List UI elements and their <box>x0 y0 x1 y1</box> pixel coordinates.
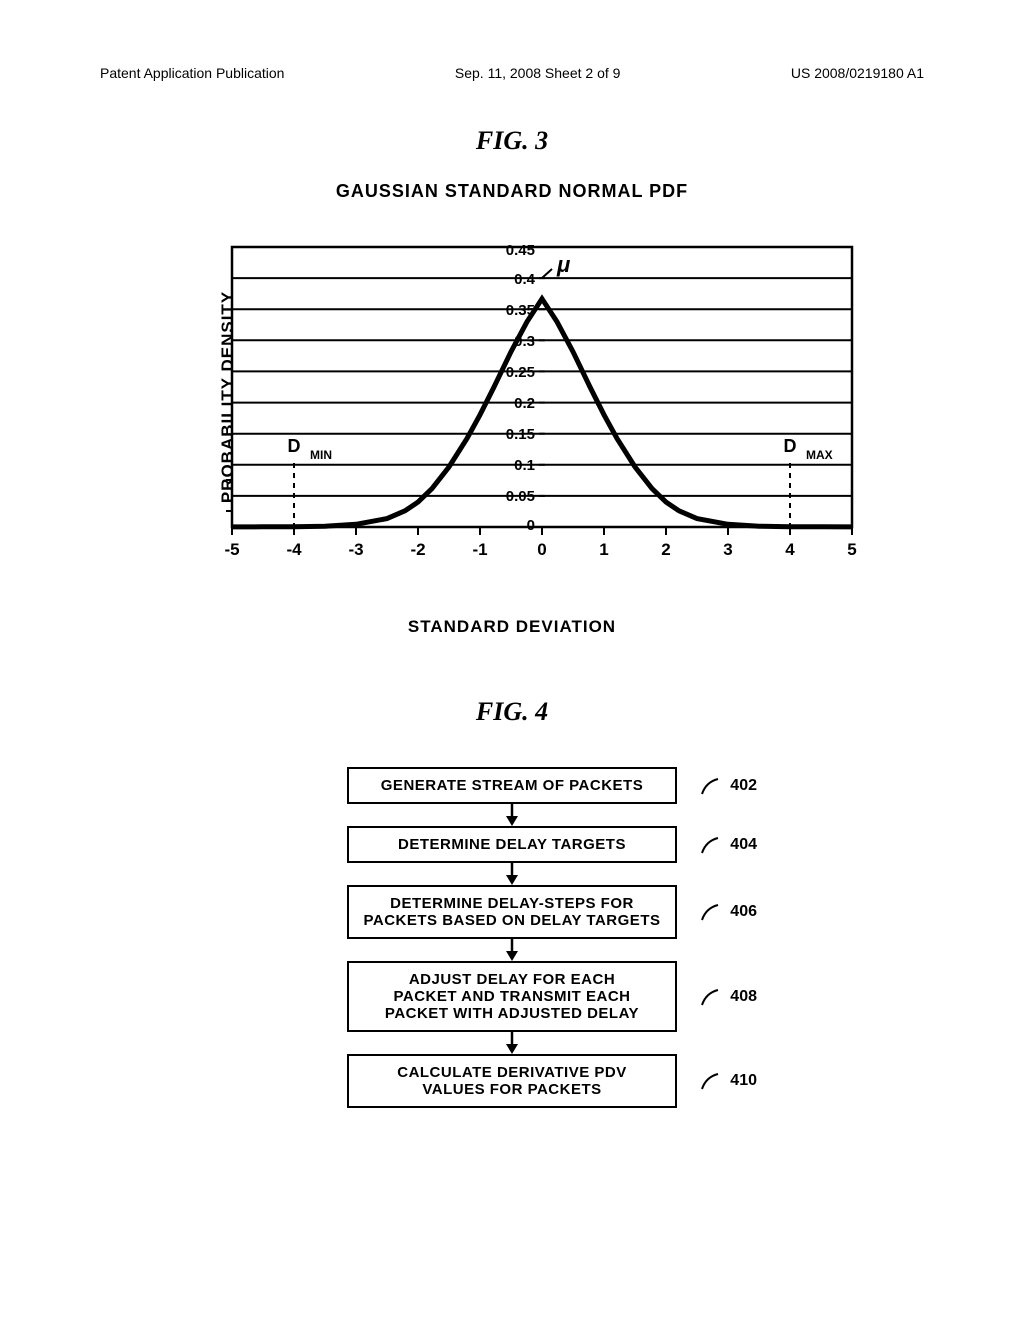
flow-arrow <box>332 804 692 826</box>
svg-text:0.05: 0.05 <box>506 488 535 505</box>
header-left: Patent Application Publication <box>100 65 284 81</box>
svg-text:-4: -4 <box>286 540 302 559</box>
svg-text:1: 1 <box>599 540 608 559</box>
ref-406: 406 <box>730 903 757 921</box>
ref-curve-icon <box>700 776 720 796</box>
svg-text:0: 0 <box>527 517 535 534</box>
svg-text:5: 5 <box>847 540 856 559</box>
svg-text:D: D <box>784 436 797 456</box>
chart-svg: 0.45 0.4 0.35 0.3 0.25 0.2 0.15 0.1 0.05… <box>132 227 892 567</box>
gaussian-chart: PROBABILITY DENSITY 0.45 0.4 0.35 0.3 <box>132 227 892 567</box>
flow-row-2: DETERMINE DELAY TARGETS 404 <box>332 826 692 863</box>
svg-text:D: D <box>288 436 301 456</box>
page-header: Patent Application Publication Sep. 11, … <box>0 0 1024 91</box>
flow-arrow <box>332 939 692 961</box>
flow-step-408: ADJUST DELAY FOR EACH PACKET AND TRANSMI… <box>347 961 677 1032</box>
svg-text:MAX: MAX <box>806 448 833 462</box>
svg-text:MIN: MIN <box>310 448 332 462</box>
flow-row-5: CALCULATE DERIVATIVE PDV VALUES FOR PACK… <box>332 1054 692 1108</box>
svg-text:-5: -5 <box>224 540 239 559</box>
svg-text:4: 4 <box>785 540 795 559</box>
flow-row-4: ADJUST DELAY FOR EACH PACKET AND TRANSMI… <box>332 961 692 1032</box>
svg-text:0.45: 0.45 <box>506 242 535 259</box>
flowchart: GENERATE STREAM OF PACKETS 402 DETERMINE… <box>332 767 692 1108</box>
flow-row-1: GENERATE STREAM OF PACKETS 402 <box>332 767 692 804</box>
flow-step-404-text: DETERMINE DELAY TARGETS <box>398 836 626 853</box>
fig4-title: FIG. 4 <box>0 697 1024 727</box>
ref-410: 410 <box>730 1072 757 1090</box>
svg-text:0: 0 <box>537 540 546 559</box>
svg-text:-3: -3 <box>348 540 363 559</box>
flow-step-406: DETERMINE DELAY-STEPS FOR PACKETS BASED … <box>347 885 677 939</box>
ref-curve-icon <box>700 835 720 855</box>
flow-step-402: GENERATE STREAM OF PACKETS <box>347 767 677 804</box>
ref-curve-icon <box>700 987 720 1007</box>
ref-curve-icon <box>700 1071 720 1091</box>
svg-text:0.4: 0.4 <box>514 271 536 288</box>
ref-408: 408 <box>730 988 757 1006</box>
y-axis-label: PROBABILITY DENSITY <box>218 291 238 503</box>
svg-text:0.25: 0.25 <box>506 364 535 381</box>
flow-arrow <box>332 1032 692 1054</box>
svg-text:2: 2 <box>661 540 670 559</box>
flow-step-410-text: CALCULATE DERIVATIVE PDV VALUES FOR PACK… <box>397 1064 627 1098</box>
svg-text:-1: -1 <box>472 540 487 559</box>
flow-row-3: DETERMINE DELAY-STEPS FOR PACKETS BASED … <box>332 885 692 939</box>
header-center: Sep. 11, 2008 Sheet 2 of 9 <box>455 65 621 81</box>
ref-curve-icon <box>700 902 720 922</box>
svg-text:3: 3 <box>723 540 732 559</box>
fig3-title: FIG. 3 <box>0 126 1024 156</box>
fig3-subtitle: GAUSSIAN STANDARD NORMAL PDF <box>0 181 1024 202</box>
svg-text:0.1: 0.1 <box>514 457 535 474</box>
svg-text:0.15: 0.15 <box>506 426 535 443</box>
figure-4: FIG. 4 GENERATE STREAM OF PACKETS 402 DE… <box>0 697 1024 1108</box>
flow-arrow <box>332 863 692 885</box>
ref-402: 402 <box>730 777 757 795</box>
svg-text:0.2: 0.2 <box>514 395 535 412</box>
x-axis-label: STANDARD DEVIATION <box>0 617 1024 637</box>
flow-step-408-text: ADJUST DELAY FOR EACH PACKET AND TRANSMI… <box>385 971 639 1022</box>
figure-3: FIG. 3 GAUSSIAN STANDARD NORMAL PDF PROB… <box>0 126 1024 637</box>
svg-text:-2: -2 <box>410 540 425 559</box>
svg-text:μ: μ <box>556 252 570 277</box>
flow-step-406-line1: DETERMINE DELAY-STEPS FOR PACKETS BASED … <box>364 895 661 929</box>
flow-step-402-text: GENERATE STREAM OF PACKETS <box>381 777 643 794</box>
ref-404: 404 <box>730 836 757 854</box>
header-right: US 2008/0219180 A1 <box>791 65 924 81</box>
flow-step-410: CALCULATE DERIVATIVE PDV VALUES FOR PACK… <box>347 1054 677 1108</box>
flow-step-404: DETERMINE DELAY TARGETS <box>347 826 677 863</box>
